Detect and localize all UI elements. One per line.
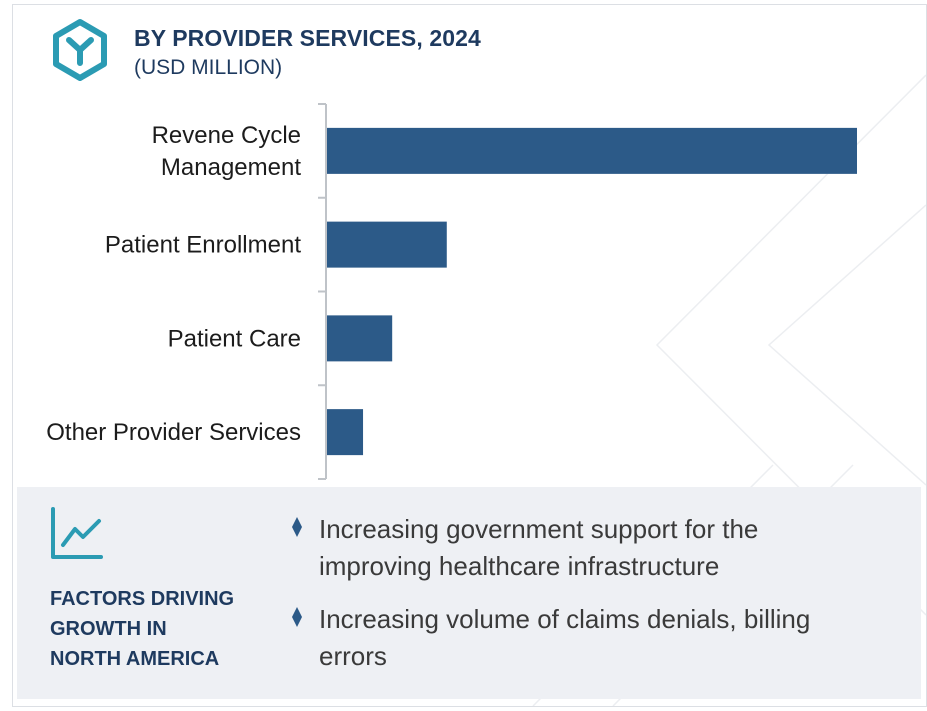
factors-panel: FACTORS DRIVING GROWTH IN NORTH AMERICA … xyxy=(17,487,921,699)
category-label: Revene Cycle xyxy=(152,122,301,149)
factor-bullet-line: improving healthcare infrastructure xyxy=(319,551,720,581)
bar xyxy=(327,127,857,174)
factor-bullet: Increasing volume of claims denials, bil… xyxy=(289,601,899,675)
factor-bullet-line: errors xyxy=(319,641,387,671)
bar xyxy=(327,315,393,362)
factors-title-line: NORTH AMERICA xyxy=(50,648,220,670)
category-label: Other Provider Services xyxy=(46,419,301,446)
factors-bullet-list: Increasing government support for the im… xyxy=(289,511,899,691)
factor-bullet-line: Increasing government support for the xyxy=(319,514,759,544)
factor-bullet-text: Increasing volume of claims denials, bil… xyxy=(319,601,899,675)
diamond-bullet-icon xyxy=(292,517,302,537)
bar-chart: Revene Cycle Management Patient Enrollment… xyxy=(46,103,857,480)
hexagon-y-logo-icon xyxy=(53,19,107,81)
bar xyxy=(327,409,364,456)
diamond-bullet-icon xyxy=(292,607,302,627)
category-label: Patient Care xyxy=(168,325,301,352)
trend-line-icon xyxy=(51,507,103,559)
category-label: Management xyxy=(161,154,301,181)
bar xyxy=(327,221,447,268)
category-label: Patient Enrollment xyxy=(105,232,301,259)
factor-bullet: Increasing government support for the im… xyxy=(289,511,899,585)
factors-title-line: GROWTH IN xyxy=(50,618,167,640)
factor-bullet-line: Increasing volume of claims denials, bil… xyxy=(319,604,811,634)
factor-bullet-text: Increasing government support for the im… xyxy=(319,511,899,585)
factors-title-line: FACTORS DRIVING xyxy=(50,588,235,610)
chart-subtitle: (USD MILLION) xyxy=(134,56,283,79)
chart-title: BY PROVIDER SERVICES, 2024 xyxy=(134,25,481,51)
factors-title: FACTORS DRIVING GROWTH IN NORTH AMERICA xyxy=(50,584,270,674)
